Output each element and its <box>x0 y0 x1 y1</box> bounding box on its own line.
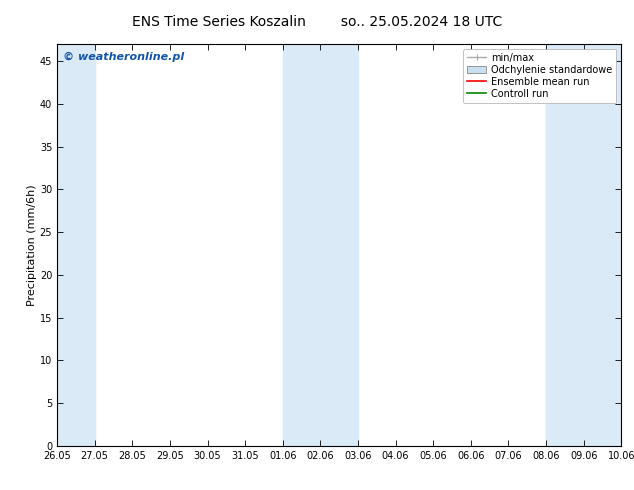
Text: © weatheronline.pl: © weatheronline.pl <box>63 52 184 62</box>
Y-axis label: Precipitation (mm/6h): Precipitation (mm/6h) <box>27 184 37 306</box>
Bar <box>283 44 358 446</box>
Legend: min/max, Odchylenie standardowe, Ensemble mean run, Controll run: min/max, Odchylenie standardowe, Ensembl… <box>463 49 616 102</box>
Bar <box>546 44 621 446</box>
Bar <box>57 44 94 446</box>
Text: ENS Time Series Koszalin        so.. 25.05.2024 18 UTC: ENS Time Series Koszalin so.. 25.05.2024… <box>132 15 502 29</box>
